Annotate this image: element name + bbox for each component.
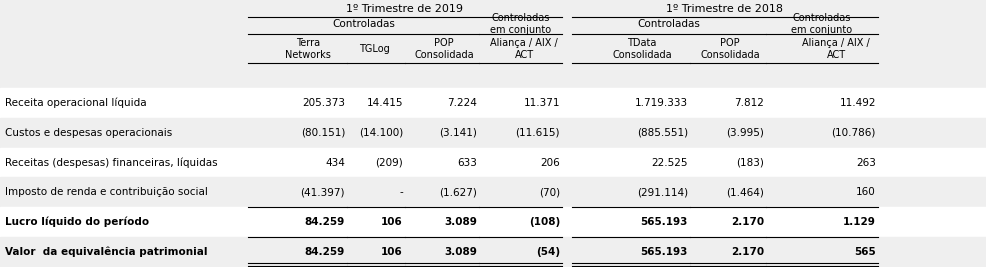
Text: (80.151): (80.151)	[301, 128, 345, 138]
Text: (41.397): (41.397)	[301, 187, 345, 197]
Text: 2.170: 2.170	[731, 217, 764, 227]
Text: (14.100): (14.100)	[359, 128, 403, 138]
Text: 2.170: 2.170	[731, 247, 764, 257]
Text: (3.995): (3.995)	[726, 128, 764, 138]
Text: Imposto de renda e contribuição social: Imposto de renda e contribuição social	[5, 187, 208, 197]
Text: 565: 565	[854, 247, 876, 257]
Text: 434: 434	[325, 158, 345, 167]
Text: 22.525: 22.525	[652, 158, 688, 167]
Text: (209): (209)	[376, 158, 403, 167]
Text: 1.719.333: 1.719.333	[635, 98, 688, 108]
Text: Aliança / AIX /
ACT: Aliança / AIX / ACT	[490, 38, 558, 60]
Text: TData
Consolidada: TData Consolidada	[612, 38, 671, 60]
Text: 7.812: 7.812	[735, 98, 764, 108]
Bar	[0, 88, 986, 118]
Text: (54): (54)	[535, 247, 560, 257]
Text: 206: 206	[540, 158, 560, 167]
Text: (885.551): (885.551)	[637, 128, 688, 138]
Bar	[0, 0, 986, 88]
Text: (183): (183)	[737, 158, 764, 167]
Text: (291.114): (291.114)	[637, 187, 688, 197]
Text: (70): (70)	[539, 187, 560, 197]
Text: Lucro líquido do período: Lucro líquido do período	[5, 217, 149, 227]
Bar	[0, 118, 986, 148]
Text: 263: 263	[856, 158, 876, 167]
Text: Aliança / AIX /
ACT: Aliança / AIX / ACT	[803, 38, 870, 60]
Text: Controladas: Controladas	[638, 19, 700, 29]
Text: Valor  da equivalência patrimonial: Valor da equivalência patrimonial	[5, 247, 207, 257]
Text: Controladas
em conjunto: Controladas em conjunto	[792, 13, 853, 35]
Text: 14.415: 14.415	[367, 98, 403, 108]
Text: Controladas
em conjunto: Controladas em conjunto	[490, 13, 551, 35]
Text: 565.193: 565.193	[641, 217, 688, 227]
Bar	[0, 237, 986, 267]
Text: 1º Trimestre de 2018: 1º Trimestre de 2018	[667, 4, 784, 14]
Text: TGLog: TGLog	[359, 44, 389, 54]
Text: 11.371: 11.371	[524, 98, 560, 108]
Text: Custos e despesas operacionais: Custos e despesas operacionais	[5, 128, 173, 138]
Text: (108): (108)	[528, 217, 560, 227]
Text: 84.259: 84.259	[305, 247, 345, 257]
Text: -: -	[399, 187, 403, 197]
Text: (1.464): (1.464)	[726, 187, 764, 197]
Text: 106: 106	[382, 217, 403, 227]
Text: Receitas (despesas) financeiras, líquidas: Receitas (despesas) financeiras, líquida…	[5, 157, 218, 168]
Text: 633: 633	[458, 158, 477, 167]
Bar	[0, 207, 986, 237]
Text: 1.129: 1.129	[843, 217, 876, 227]
Text: (3.141): (3.141)	[439, 128, 477, 138]
Text: (11.615): (11.615)	[516, 128, 560, 138]
Text: 565.193: 565.193	[641, 247, 688, 257]
Text: POP
Consolidada: POP Consolidada	[414, 38, 474, 60]
Text: 160: 160	[856, 187, 876, 197]
Text: 1º Trimestre de 2019: 1º Trimestre de 2019	[346, 4, 463, 14]
Text: (10.786): (10.786)	[831, 128, 876, 138]
Text: POP
Consolidada: POP Consolidada	[700, 38, 760, 60]
Bar	[0, 177, 986, 207]
Text: Controladas: Controladas	[332, 19, 395, 29]
Text: 3.089: 3.089	[444, 217, 477, 227]
Text: 205.373: 205.373	[302, 98, 345, 108]
Text: 3.089: 3.089	[444, 247, 477, 257]
Text: 11.492: 11.492	[839, 98, 876, 108]
Text: 7.224: 7.224	[447, 98, 477, 108]
Text: (1.627): (1.627)	[439, 187, 477, 197]
Text: Terra
Networks: Terra Networks	[285, 38, 331, 60]
Bar	[0, 148, 986, 177]
Text: 84.259: 84.259	[305, 217, 345, 227]
Text: 106: 106	[382, 247, 403, 257]
Text: Receita operacional líquida: Receita operacional líquida	[5, 98, 147, 108]
